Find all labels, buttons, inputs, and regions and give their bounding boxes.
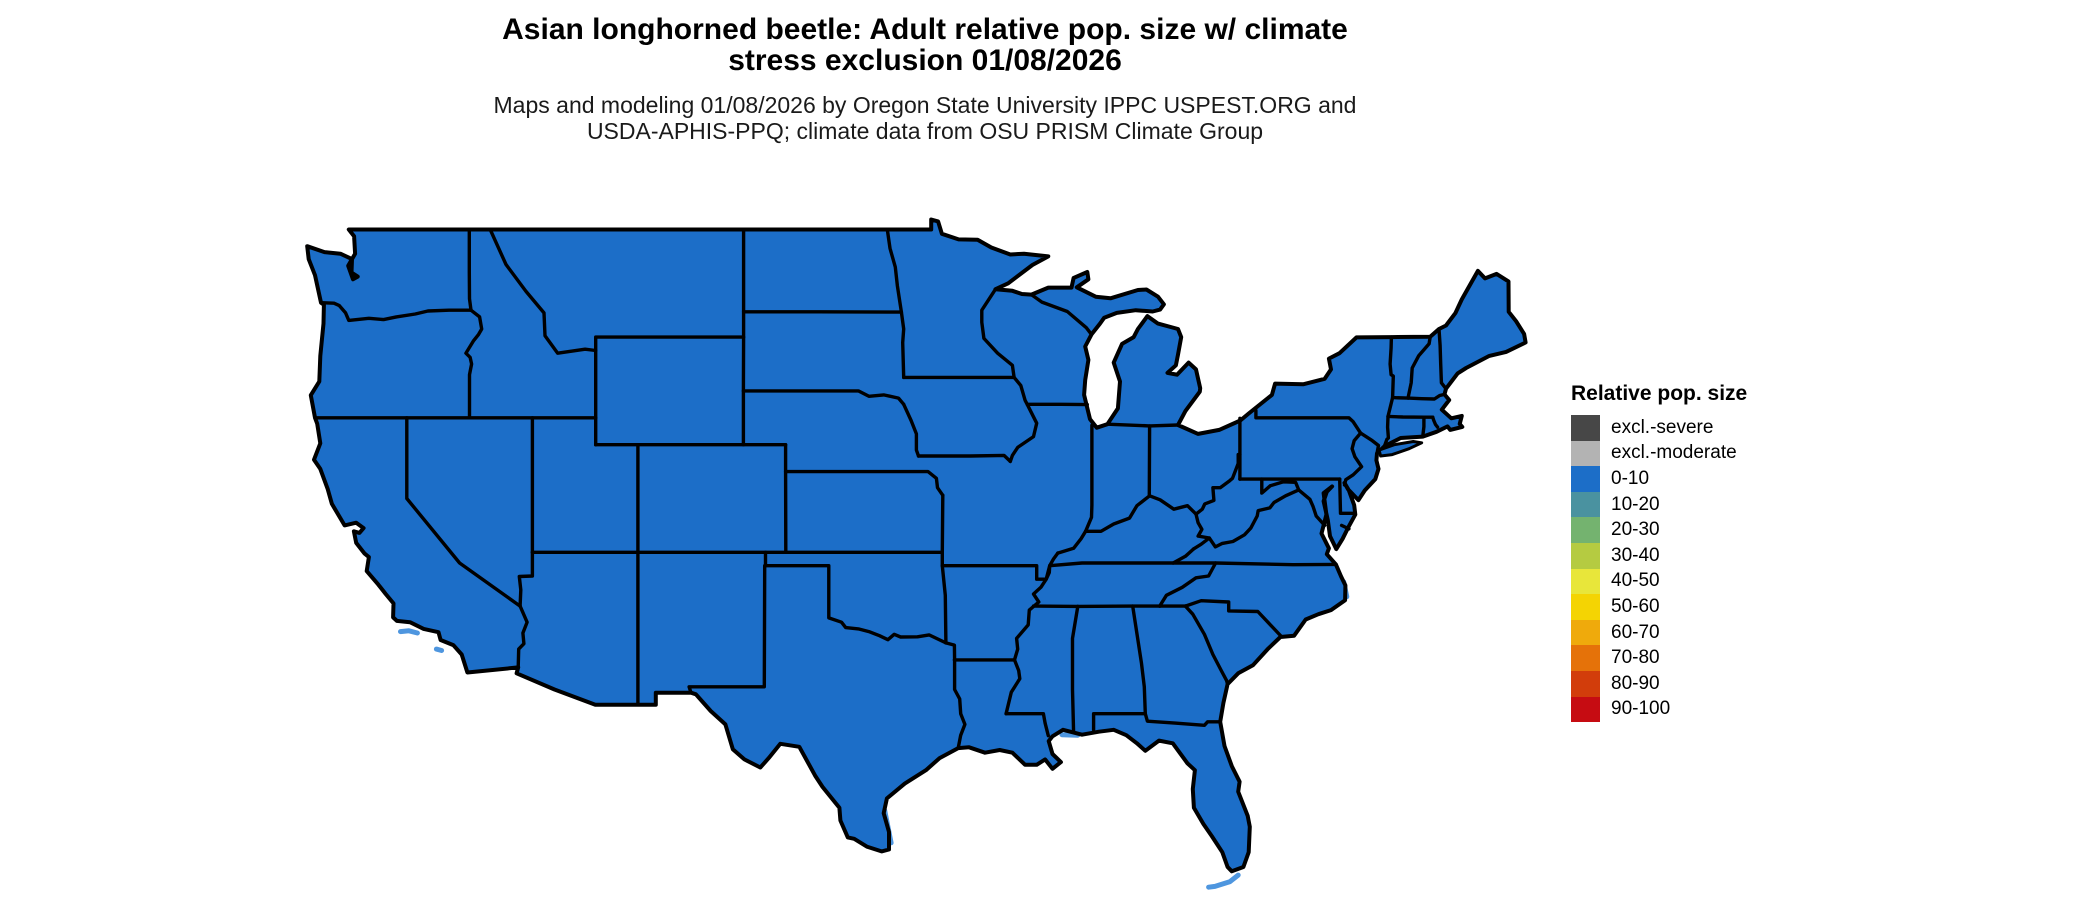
legend-item: 40-50 (1571, 569, 1871, 595)
legend-swatch (1571, 466, 1600, 492)
legend-item: 20-30 (1571, 517, 1871, 543)
legend-label: 0-10 (1611, 468, 1649, 490)
coastal-water-detail (436, 649, 441, 650)
legend-item: excl.-severe (1571, 415, 1871, 441)
legend-label: 30-40 (1611, 545, 1660, 567)
legend-label: 50-60 (1611, 596, 1660, 618)
legend-item: 70-80 (1571, 645, 1871, 671)
legend-title: Relative pop. size (1571, 382, 1871, 406)
legend-swatch (1571, 415, 1600, 441)
legend-label: 80-90 (1611, 673, 1660, 695)
legend-label: 90-100 (1611, 698, 1670, 720)
state-border (942, 495, 943, 552)
us-map (295, 212, 1565, 892)
state-border (1388, 416, 1433, 417)
legend-swatch (1571, 441, 1600, 467)
legend-item: 50-60 (1571, 594, 1871, 620)
legend-label: 70-80 (1611, 647, 1660, 669)
legend-swatch (1571, 620, 1600, 646)
legend-rows: excl.-severe excl.-moderate 0-10 10-20 20-30… (1571, 415, 1871, 722)
legend-label: excl.-severe (1611, 417, 1713, 439)
state-border (1423, 417, 1424, 436)
subtitle-line1: Maps and modeling 01/08/2026 by Oregon S… (0, 92, 1850, 118)
coastal-water-detail (401, 631, 418, 633)
header: Asian longhorned beetle: Adult relative … (0, 14, 1850, 144)
legend-label: excl.-moderate (1611, 442, 1737, 464)
state-border (469, 230, 471, 311)
subtitle-line2: USDA-APHIS-PPQ; climate data from OSU PR… (0, 118, 1850, 144)
coastal-water-detail (1209, 875, 1239, 887)
legend-swatch (1571, 671, 1600, 697)
subtitle: Maps and modeling 01/08/2026 by Oregon S… (0, 92, 1850, 144)
legend-label: 20-30 (1611, 519, 1660, 541)
legend-item: 80-90 (1571, 671, 1871, 697)
legend-item: 30-40 (1571, 543, 1871, 569)
legend: Relative pop. size excl.-severe excl.-mod… (1571, 382, 1871, 722)
legend-swatch (1571, 543, 1600, 569)
legend-item: 0-10 (1571, 466, 1871, 492)
legend-swatch (1571, 569, 1600, 595)
legend-item: 90-100 (1571, 697, 1871, 723)
legend-swatch (1571, 645, 1600, 671)
legend-label: 10-20 (1611, 494, 1660, 516)
legend-item: excl.-moderate (1571, 441, 1871, 467)
legend-swatch (1571, 517, 1600, 543)
state-border (1107, 424, 1178, 426)
legend-item: 10-20 (1571, 492, 1871, 518)
legend-item: 60-70 (1571, 620, 1871, 646)
us-map-container (295, 212, 1565, 892)
page-title-line1: Asian longhorned beetle: Adult relative … (0, 14, 1850, 45)
legend-swatch (1571, 697, 1600, 723)
legend-label: 40-50 (1611, 570, 1660, 592)
us-outline (307, 220, 1525, 872)
legend-swatch (1571, 594, 1600, 620)
legend-label: 60-70 (1611, 622, 1660, 644)
legend-swatch (1571, 492, 1600, 518)
page-title-line2: stress exclusion 01/08/2026 (0, 45, 1850, 76)
